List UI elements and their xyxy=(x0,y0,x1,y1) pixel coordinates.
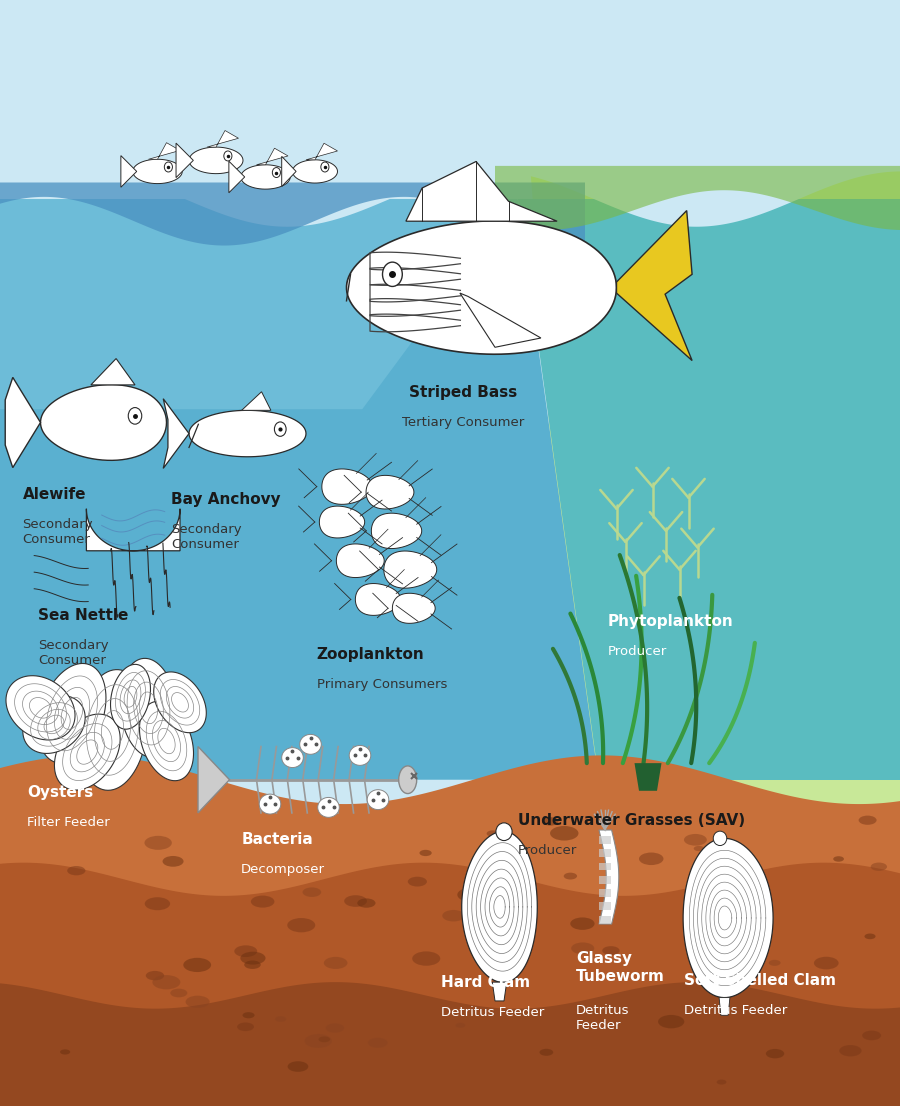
Text: Tertiary Consumer: Tertiary Consumer xyxy=(402,416,525,429)
Ellipse shape xyxy=(224,152,232,161)
Text: Hard Clam: Hard Clam xyxy=(441,975,530,991)
Ellipse shape xyxy=(274,422,286,437)
Ellipse shape xyxy=(694,846,704,852)
FancyBboxPatch shape xyxy=(598,863,611,870)
Ellipse shape xyxy=(244,960,261,969)
Ellipse shape xyxy=(382,262,402,286)
FancyBboxPatch shape xyxy=(598,916,611,924)
Ellipse shape xyxy=(485,940,504,950)
Polygon shape xyxy=(140,701,194,781)
Polygon shape xyxy=(0,755,900,1106)
Text: Zooplankton: Zooplankton xyxy=(317,647,425,662)
Polygon shape xyxy=(322,469,373,504)
Polygon shape xyxy=(392,593,436,624)
Ellipse shape xyxy=(602,946,619,956)
Ellipse shape xyxy=(304,1034,332,1048)
Text: Filter Feeder: Filter Feeder xyxy=(27,816,110,830)
Ellipse shape xyxy=(455,1023,465,1027)
Ellipse shape xyxy=(684,834,706,846)
Polygon shape xyxy=(366,476,414,509)
Text: Decomposer: Decomposer xyxy=(241,863,325,876)
Text: Primary Consumers: Primary Consumers xyxy=(317,678,447,691)
Polygon shape xyxy=(22,696,86,753)
Ellipse shape xyxy=(273,168,281,178)
Polygon shape xyxy=(282,156,296,187)
Polygon shape xyxy=(292,160,338,182)
Polygon shape xyxy=(320,507,365,538)
Ellipse shape xyxy=(184,958,212,972)
Ellipse shape xyxy=(457,887,486,902)
Polygon shape xyxy=(0,199,518,409)
FancyBboxPatch shape xyxy=(598,836,611,844)
Polygon shape xyxy=(518,0,900,1106)
Polygon shape xyxy=(5,377,40,468)
Ellipse shape xyxy=(251,896,274,908)
Polygon shape xyxy=(634,763,662,791)
Ellipse shape xyxy=(571,918,595,930)
Text: Underwater Grasses (SAV): Underwater Grasses (SAV) xyxy=(518,813,744,828)
Polygon shape xyxy=(616,210,692,361)
FancyBboxPatch shape xyxy=(598,849,611,857)
Polygon shape xyxy=(38,664,106,763)
Ellipse shape xyxy=(859,815,877,825)
Ellipse shape xyxy=(302,887,321,897)
Polygon shape xyxy=(229,161,245,192)
Ellipse shape xyxy=(349,745,371,765)
Polygon shape xyxy=(6,676,75,740)
Text: Bay Anchovy: Bay Anchovy xyxy=(171,492,281,508)
Ellipse shape xyxy=(368,1037,388,1047)
Polygon shape xyxy=(0,0,900,227)
Ellipse shape xyxy=(766,1048,784,1058)
Text: Secondary
Consumer: Secondary Consumer xyxy=(171,523,241,551)
Polygon shape xyxy=(133,159,182,184)
Text: Producer: Producer xyxy=(518,844,577,857)
Polygon shape xyxy=(0,863,900,1106)
Ellipse shape xyxy=(769,960,780,966)
Ellipse shape xyxy=(716,1079,726,1085)
Polygon shape xyxy=(372,513,422,549)
Polygon shape xyxy=(241,392,271,410)
Ellipse shape xyxy=(320,163,329,171)
Ellipse shape xyxy=(344,895,367,907)
Text: Alewife: Alewife xyxy=(22,487,86,502)
Ellipse shape xyxy=(833,856,844,862)
Ellipse shape xyxy=(319,1036,330,1042)
Ellipse shape xyxy=(840,1045,861,1056)
Ellipse shape xyxy=(399,766,417,794)
Ellipse shape xyxy=(496,823,512,841)
Text: Sea Nettle: Sea Nettle xyxy=(38,608,128,624)
Polygon shape xyxy=(337,544,384,577)
Ellipse shape xyxy=(740,863,762,875)
Ellipse shape xyxy=(152,975,180,990)
Ellipse shape xyxy=(170,989,187,998)
Text: Detritus
Feeder: Detritus Feeder xyxy=(576,1004,629,1032)
Ellipse shape xyxy=(870,863,887,870)
Ellipse shape xyxy=(324,957,347,969)
Ellipse shape xyxy=(658,1015,684,1029)
Polygon shape xyxy=(683,838,773,998)
Ellipse shape xyxy=(412,951,440,966)
Ellipse shape xyxy=(704,933,722,943)
Ellipse shape xyxy=(862,1031,881,1041)
Polygon shape xyxy=(0,182,585,246)
Polygon shape xyxy=(460,293,541,347)
Polygon shape xyxy=(256,148,288,165)
Polygon shape xyxy=(207,131,238,147)
Ellipse shape xyxy=(287,918,315,932)
Ellipse shape xyxy=(713,832,727,846)
Polygon shape xyxy=(121,156,137,187)
Polygon shape xyxy=(54,714,121,790)
Ellipse shape xyxy=(487,831,499,836)
Polygon shape xyxy=(406,161,557,221)
Ellipse shape xyxy=(146,971,164,980)
Polygon shape xyxy=(719,998,730,1015)
Polygon shape xyxy=(148,143,180,159)
Ellipse shape xyxy=(288,1062,309,1072)
Polygon shape xyxy=(0,199,598,780)
Ellipse shape xyxy=(144,836,172,849)
Ellipse shape xyxy=(60,1050,70,1054)
Ellipse shape xyxy=(165,163,173,171)
Ellipse shape xyxy=(259,794,281,814)
Polygon shape xyxy=(384,551,436,588)
